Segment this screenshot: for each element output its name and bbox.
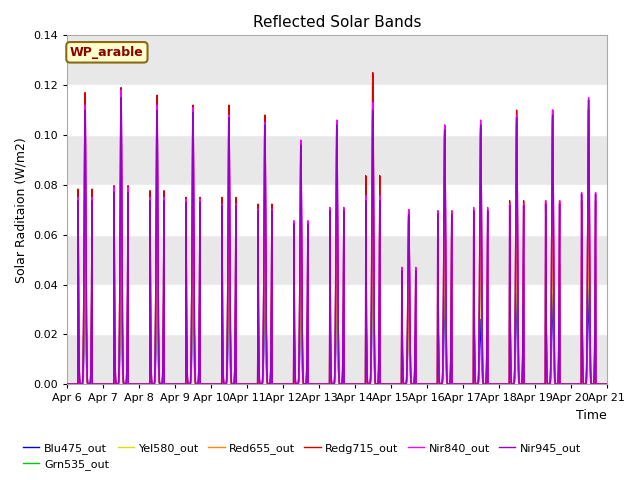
Blu475_out xyxy=(63,381,71,387)
Grn535_out xyxy=(63,381,71,387)
Grn535_out xyxy=(556,332,563,338)
Blu475_out xyxy=(603,381,611,387)
Line: Red655_out: Red655_out xyxy=(67,187,607,384)
Grn535_out xyxy=(494,381,502,387)
Grn535_out xyxy=(353,381,360,387)
Red655_out xyxy=(63,381,71,387)
Blu475_out xyxy=(214,381,221,387)
Nir840_out xyxy=(556,291,563,297)
Text: WP_arable: WP_arable xyxy=(70,46,144,59)
Nir945_out xyxy=(494,381,502,387)
Nir840_out xyxy=(494,381,502,387)
Red655_out xyxy=(570,381,578,387)
Red655_out xyxy=(494,381,502,387)
Red655_out xyxy=(556,323,563,328)
Grn535_out xyxy=(214,381,221,387)
Red655_out xyxy=(364,381,372,387)
Line: Blu475_out: Blu475_out xyxy=(67,275,607,384)
Redg715_out xyxy=(214,381,221,387)
X-axis label: Time: Time xyxy=(576,409,607,422)
Bar xyxy=(67,135,607,185)
Blu475_out xyxy=(494,381,502,387)
Line: Redg715_out: Redg715_out xyxy=(67,72,607,384)
Redg715_out xyxy=(570,381,578,387)
Yel580_out xyxy=(494,381,502,387)
Redg715_out xyxy=(556,291,563,297)
Redg715_out xyxy=(369,70,376,75)
Y-axis label: Solar Raditaion (W/m2): Solar Raditaion (W/m2) xyxy=(15,137,28,283)
Nir945_out xyxy=(353,381,360,387)
Redg715_out xyxy=(353,381,360,387)
Line: Nir840_out: Nir840_out xyxy=(67,90,607,384)
Redg715_out xyxy=(494,381,502,387)
Grn535_out xyxy=(261,219,269,225)
Red655_out xyxy=(214,381,222,387)
Red655_out xyxy=(81,184,89,190)
Line: Yel580_out: Yel580_out xyxy=(67,205,607,384)
Yel580_out xyxy=(364,381,372,387)
Yel580_out xyxy=(261,202,269,208)
Red655_out xyxy=(603,381,611,387)
Grn535_out xyxy=(570,381,578,387)
Redg715_out xyxy=(63,381,71,387)
Nir945_out xyxy=(63,381,71,387)
Blu475_out xyxy=(364,381,372,387)
Nir840_out xyxy=(117,87,125,93)
Red655_out xyxy=(353,381,360,387)
Title: Reflected Solar Bands: Reflected Solar Bands xyxy=(253,15,421,30)
Nir840_out xyxy=(570,381,578,387)
Blu475_out xyxy=(353,381,360,387)
Line: Nir945_out: Nir945_out xyxy=(67,97,607,384)
Blu475_out xyxy=(570,381,578,387)
Redg715_out xyxy=(603,381,611,387)
Bar xyxy=(67,235,607,285)
Yel580_out xyxy=(353,381,360,387)
Yel580_out xyxy=(603,381,611,387)
Blu475_out xyxy=(369,272,376,277)
Line: Grn535_out: Grn535_out xyxy=(67,222,607,384)
Redg715_out xyxy=(364,381,372,387)
Nir945_out xyxy=(570,381,578,387)
Nir945_out xyxy=(364,381,372,387)
Nir945_out xyxy=(117,95,125,100)
Grn535_out xyxy=(603,381,611,387)
Yel580_out xyxy=(63,381,71,387)
Nir840_out xyxy=(364,381,372,387)
Yel580_out xyxy=(556,328,563,334)
Yel580_out xyxy=(214,381,221,387)
Nir945_out xyxy=(603,381,611,387)
Nir840_out xyxy=(63,381,71,387)
Bar xyxy=(67,36,607,85)
Nir945_out xyxy=(214,381,222,387)
Yel580_out xyxy=(570,381,578,387)
Bar xyxy=(67,335,607,384)
Blu475_out xyxy=(556,352,563,358)
Nir840_out xyxy=(214,381,222,387)
Grn535_out xyxy=(364,381,372,387)
Legend: Blu475_out, Grn535_out, Yel580_out, Red655_out, Redg715_out, Nir840_out, Nir945_: Blu475_out, Grn535_out, Yel580_out, Red6… xyxy=(19,438,586,474)
Nir945_out xyxy=(556,293,563,299)
Nir840_out xyxy=(603,381,611,387)
Nir840_out xyxy=(353,381,360,387)
